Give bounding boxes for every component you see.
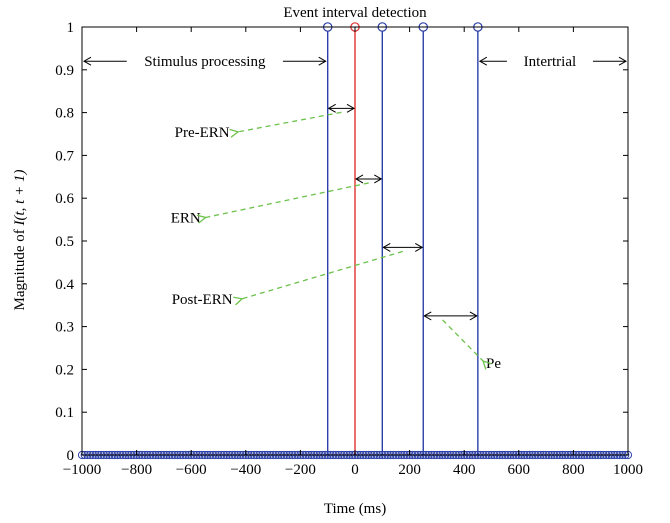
x-tick-label: −800 [121, 462, 152, 478]
region-arrowhead-right [618, 56, 628, 66]
region-arrowhead-left [478, 56, 488, 66]
interval-arrowhead-right [346, 103, 356, 113]
region-label: Intertrial [524, 54, 576, 70]
y-tick-label: 0.8 [55, 106, 74, 122]
region-arrowhead-left [82, 56, 92, 66]
interval-arrowhead-left [354, 174, 364, 184]
y-tick-label: 0.4 [55, 277, 74, 293]
x-tick-label: −400 [230, 462, 261, 478]
y-tick-label: 0.2 [55, 362, 74, 378]
stem-series [322, 22, 483, 455]
y-axis-label-prefix: Magnitude of [12, 225, 28, 310]
interval-pointer [242, 250, 403, 298]
x-tick-label: 600 [508, 462, 531, 478]
interval-pointer [442, 319, 483, 361]
y-axis-label-math: I(t, t + 1) [12, 170, 28, 227]
interval-pointer [206, 182, 369, 218]
y-tick-label: 0.3 [55, 320, 74, 336]
y-tick-label: 0.7 [55, 148, 74, 164]
x-tick-label: −600 [176, 462, 207, 478]
x-tick-label: 200 [398, 462, 421, 478]
x-tick-label: 400 [453, 462, 476, 478]
interval-arrowhead-left [382, 242, 391, 252]
x-tick-label: −1000 [63, 462, 101, 478]
x-tick-label: −200 [285, 462, 316, 478]
y-tick-label: 0.1 [55, 405, 74, 421]
interval-arrowhead-left [327, 103, 336, 113]
y-tick-label: 0.5 [55, 234, 74, 250]
interval-label: ERN [171, 210, 201, 226]
y-tick-label: 0 [67, 448, 75, 464]
chart-title: Event interval detection [283, 5, 427, 21]
interval-arrowhead-right [374, 174, 383, 184]
x-tick-label: 0 [351, 462, 359, 478]
interval-label: Post-ERN [172, 292, 233, 308]
x-tick-label: 800 [562, 462, 585, 478]
y-tick-label: 0.9 [55, 63, 74, 79]
y-tick-label: 1 [67, 20, 75, 36]
interval-arrowhead-left [423, 311, 432, 321]
region-label: Stimulus processing [144, 54, 266, 70]
interval-arrowhead-right [469, 311, 478, 321]
x-tick-label: 1000 [613, 462, 643, 478]
y-axis-label: Magnitude of I(t, t + 1) [12, 170, 28, 311]
interval-arrowhead-right [415, 242, 424, 252]
annotations: Stimulus processing Intertrial Pre-ERN ERN P… [82, 54, 628, 372]
interval-label: Pe [486, 356, 501, 372]
region-arrowhead-right [318, 56, 327, 66]
interval-pointer [238, 111, 342, 132]
interval-label: Pre-ERN [175, 125, 230, 141]
y-tick-label: 0.6 [55, 191, 74, 207]
axis-ticks: −1000 −800 −600 −400 −200 0 200 400 600 800 1000 0 0… [55, 20, 643, 478]
x-axis-label: Time (ms) [324, 501, 386, 517]
